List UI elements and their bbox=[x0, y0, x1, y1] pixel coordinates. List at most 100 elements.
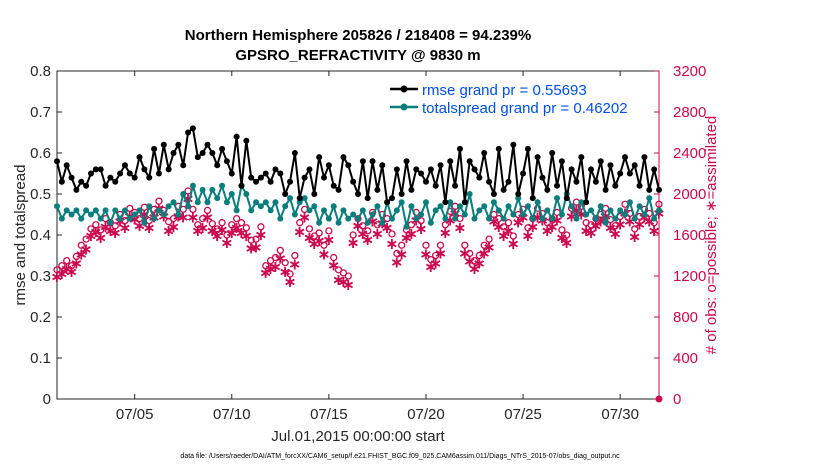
totalspread-point bbox=[393, 207, 400, 214]
rmse-point bbox=[393, 166, 400, 173]
chart-title-line2: GPSRO_REFRACTIVITY @ 9830 m bbox=[235, 47, 480, 64]
obs-possible-marker bbox=[441, 221, 450, 229]
obs-assimilated-marker: ∗ bbox=[647, 223, 660, 240]
rmse-point bbox=[112, 178, 119, 185]
totalspread-point bbox=[355, 215, 361, 222]
totalspread-point bbox=[180, 191, 187, 197]
totalspread-point bbox=[78, 215, 85, 222]
totalspread-point bbox=[442, 215, 449, 222]
obs-possible-marker bbox=[281, 259, 289, 267]
obs-assimilated-marker: ∗ bbox=[560, 235, 573, 252]
totalspread-point bbox=[102, 207, 109, 214]
obs-assimilated-marker: ∗ bbox=[230, 220, 243, 237]
rmse-point bbox=[345, 162, 352, 169]
totalspread-point bbox=[340, 207, 347, 214]
obs-assimilated-marker: ∗ bbox=[521, 228, 534, 245]
x-tick-label: 07/20 bbox=[407, 406, 445, 423]
rmse-point bbox=[554, 182, 561, 189]
totalspread-point bbox=[432, 207, 439, 214]
totalspread-point bbox=[558, 211, 565, 218]
rmse-point bbox=[641, 154, 648, 161]
rmse-point bbox=[58, 178, 65, 185]
obs-assimilated-marker: ∗ bbox=[196, 220, 209, 237]
obs-assimilated-marker: ∗ bbox=[191, 223, 204, 240]
obs-possible-marker bbox=[286, 270, 294, 278]
obs-assimilated-marker: ∗ bbox=[225, 225, 238, 242]
obs-assimilated-marker: ∗ bbox=[327, 258, 340, 275]
obs-possible-marker bbox=[87, 225, 95, 233]
rmse-point bbox=[418, 170, 425, 177]
rmse-point bbox=[505, 178, 512, 185]
rmse-point bbox=[481, 150, 488, 156]
left-tick-label: 0.3 bbox=[30, 268, 51, 285]
totalspread-point bbox=[500, 215, 507, 222]
totalspread-point bbox=[422, 199, 429, 206]
obs-assimilated-marker: ∗ bbox=[342, 277, 355, 294]
obs-possible-marker bbox=[344, 272, 352, 280]
rmse-point bbox=[374, 186, 381, 193]
obs-possible-marker bbox=[203, 206, 212, 215]
obs-assimilated-marker: ∗ bbox=[50, 269, 63, 286]
obs-assimilated-marker: ∗ bbox=[512, 215, 525, 232]
obs-possible-marker bbox=[271, 253, 280, 262]
obs-possible-marker bbox=[67, 262, 76, 270]
totalspread-point bbox=[83, 207, 90, 214]
totalspread-point bbox=[160, 211, 167, 218]
obs-possible-marker bbox=[315, 229, 323, 237]
rmse-point bbox=[408, 186, 415, 193]
totalspread-point bbox=[233, 207, 240, 214]
obs-assimilated-marker: ∗ bbox=[128, 212, 141, 229]
totalspread-point bbox=[112, 207, 119, 214]
rmse-point bbox=[243, 137, 250, 144]
rmse-point bbox=[272, 166, 279, 173]
obs-assimilated-marker: ∗ bbox=[478, 245, 491, 262]
obs-assimilated-marker: ∗ bbox=[113, 214, 126, 231]
obs-assimilated-marker: ∗ bbox=[215, 222, 228, 239]
plot-frame bbox=[56, 70, 660, 400]
obs-assimilated-marker: ∗ bbox=[609, 226, 622, 243]
totalspread-point bbox=[63, 207, 70, 214]
rmse-point bbox=[486, 178, 493, 185]
obs-possible-marker bbox=[169, 214, 178, 223]
totalspread-point bbox=[476, 207, 483, 214]
rmse-point bbox=[656, 186, 662, 193]
totalspread-point bbox=[175, 211, 182, 218]
totalspread-point bbox=[301, 195, 308, 202]
rmse-point bbox=[500, 186, 507, 193]
totalspread-point bbox=[253, 199, 260, 206]
totalspread-point bbox=[248, 207, 255, 214]
obs-assimilated-marker: ∗ bbox=[167, 219, 180, 236]
obs-assimilated-marker: ∗ bbox=[453, 220, 466, 237]
rmse-point bbox=[223, 158, 230, 165]
obs-assimilated-marker: ∗ bbox=[337, 274, 350, 291]
obs-assimilated-marker: ∗ bbox=[638, 210, 651, 227]
obs-possible-marker bbox=[155, 197, 163, 205]
obs-assimilated-marker: ∗ bbox=[274, 251, 287, 268]
obs-possible-marker bbox=[213, 225, 221, 233]
left-tick-label: 0.2 bbox=[30, 309, 51, 326]
totalspread-point bbox=[418, 211, 425, 218]
rmse-point bbox=[355, 191, 361, 197]
rmse-point bbox=[544, 186, 551, 193]
rmse-point bbox=[520, 170, 527, 177]
totalspread-point bbox=[277, 215, 284, 222]
obs-possible-marker bbox=[524, 224, 532, 232]
obs-possible-marker bbox=[470, 256, 479, 265]
obs-possible-marker bbox=[427, 255, 435, 264]
obs-assimilated-marker: ∗ bbox=[516, 210, 529, 227]
totalspread-point bbox=[325, 215, 332, 222]
obs-possible-marker bbox=[325, 227, 333, 235]
totalspread-point bbox=[364, 219, 371, 226]
rmse-point bbox=[97, 166, 104, 173]
obs-possible-marker bbox=[466, 249, 474, 258]
obs-assimilated-marker: ∗ bbox=[361, 232, 374, 249]
rmse-point bbox=[321, 174, 328, 181]
legend-spread-label: totalspread grand pr = 0.46202 bbox=[422, 100, 628, 117]
rmse-point bbox=[388, 195, 395, 202]
totalspread-point bbox=[471, 215, 478, 222]
obs-assimilated-marker: ∗ bbox=[118, 220, 131, 237]
totalspread-point bbox=[520, 211, 527, 218]
totalspread-point bbox=[379, 219, 386, 226]
obs-assimilated-marker: ∗ bbox=[502, 223, 515, 240]
totalspread-point bbox=[437, 203, 444, 210]
